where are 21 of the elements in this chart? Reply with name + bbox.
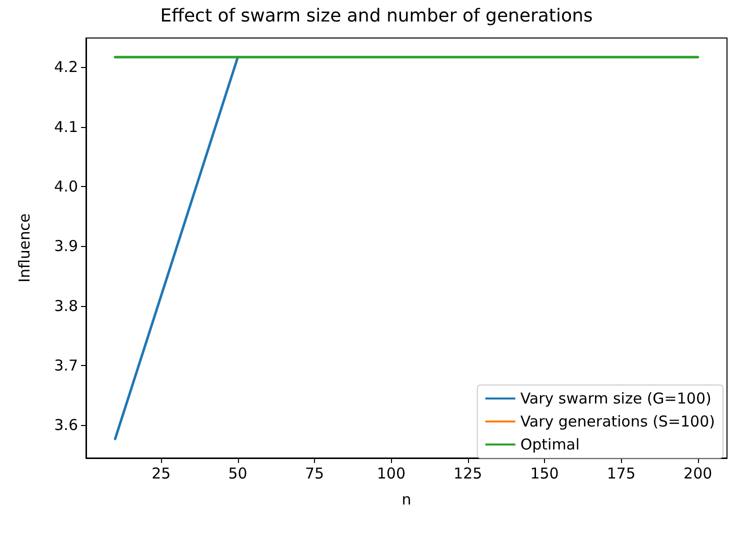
y-tick-label: 3.7 bbox=[54, 356, 78, 375]
legend-label: Vary swarm size (G=100) bbox=[520, 390, 712, 408]
x-tick-label: 150 bbox=[530, 464, 559, 482]
chart-title: Effect of swarm size and number of generations bbox=[160, 6, 593, 26]
legend-label: Vary generations (S=100) bbox=[520, 412, 715, 430]
x-tick-label: 175 bbox=[606, 464, 636, 482]
y-tick-label: 3.8 bbox=[54, 296, 78, 315]
x-tick-label: 50 bbox=[228, 464, 248, 482]
x-tick-label: 100 bbox=[376, 464, 406, 482]
y-tick-label: 4.0 bbox=[54, 178, 78, 196]
legend-label: Optimal bbox=[520, 436, 580, 454]
y-tick-label: 3.6 bbox=[54, 416, 78, 434]
x-tick-label: 200 bbox=[684, 464, 712, 482]
y-tick-label: 4.2 bbox=[54, 58, 78, 76]
x-axis-title: n bbox=[402, 490, 412, 508]
y-axis-title: Influence bbox=[16, 213, 34, 283]
x-tick-label: 25 bbox=[152, 464, 171, 482]
x-tick-label: 125 bbox=[454, 464, 482, 482]
y-tick-label: 4.1 bbox=[54, 118, 78, 136]
x-tick-label: 75 bbox=[304, 464, 324, 482]
y-tick-label: 3.9 bbox=[54, 237, 78, 256]
